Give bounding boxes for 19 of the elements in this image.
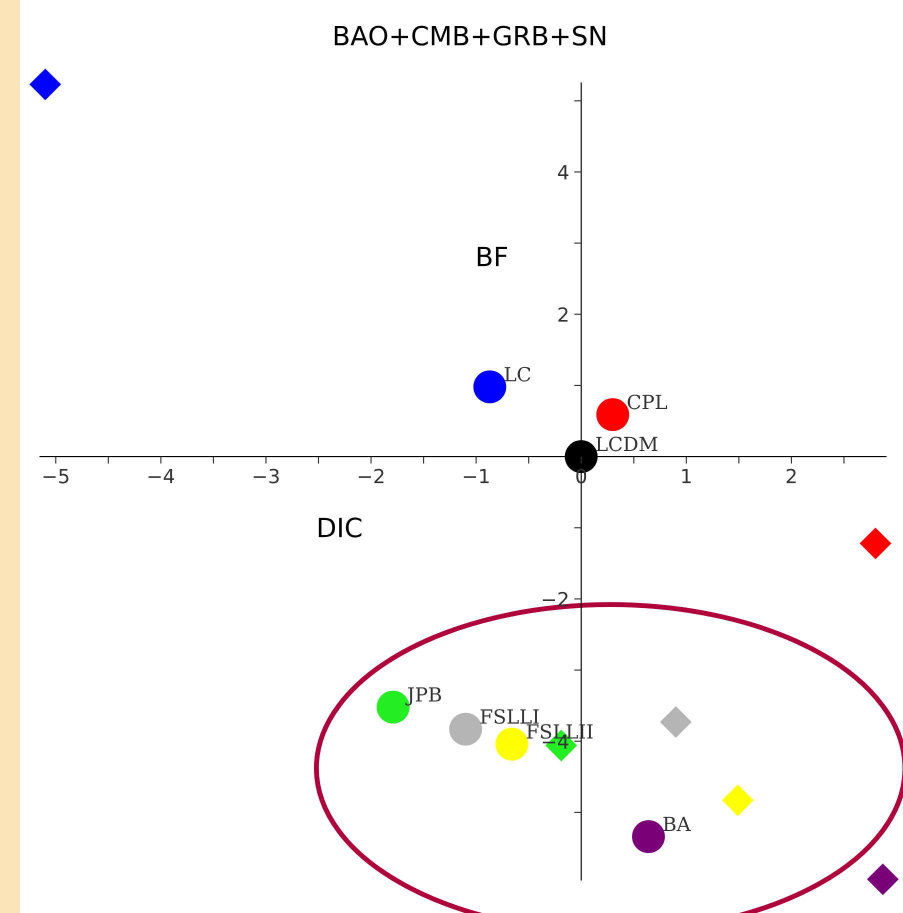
x-tick-label: −3 [254,468,279,484]
data-label: LC [504,366,530,382]
data-label: CPL [628,394,668,410]
x-tick-label: −1 [464,469,489,484]
y-tick-label: 4 [558,165,568,180]
x-tick-label: −2 [358,468,384,484]
y-tick-label: −2 [542,592,568,606]
x-tick-label: −5 [43,469,68,484]
data-label: BA [663,816,691,832]
x-tick-label: 1 [682,469,691,484]
x-axis-title: DIC [318,518,362,538]
data-label: LCDM [596,436,658,452]
data-label: FSLLI [480,709,539,724]
data-label: JPB [405,687,441,706]
x-tick-label: −4 [148,469,174,484]
y-tick-label: 2 [558,307,568,322]
y-axis-title: BF [478,246,508,266]
x-tick-label: 2 [786,468,796,484]
chart-title: BAO+CMB+GRB+SN [334,26,606,46]
